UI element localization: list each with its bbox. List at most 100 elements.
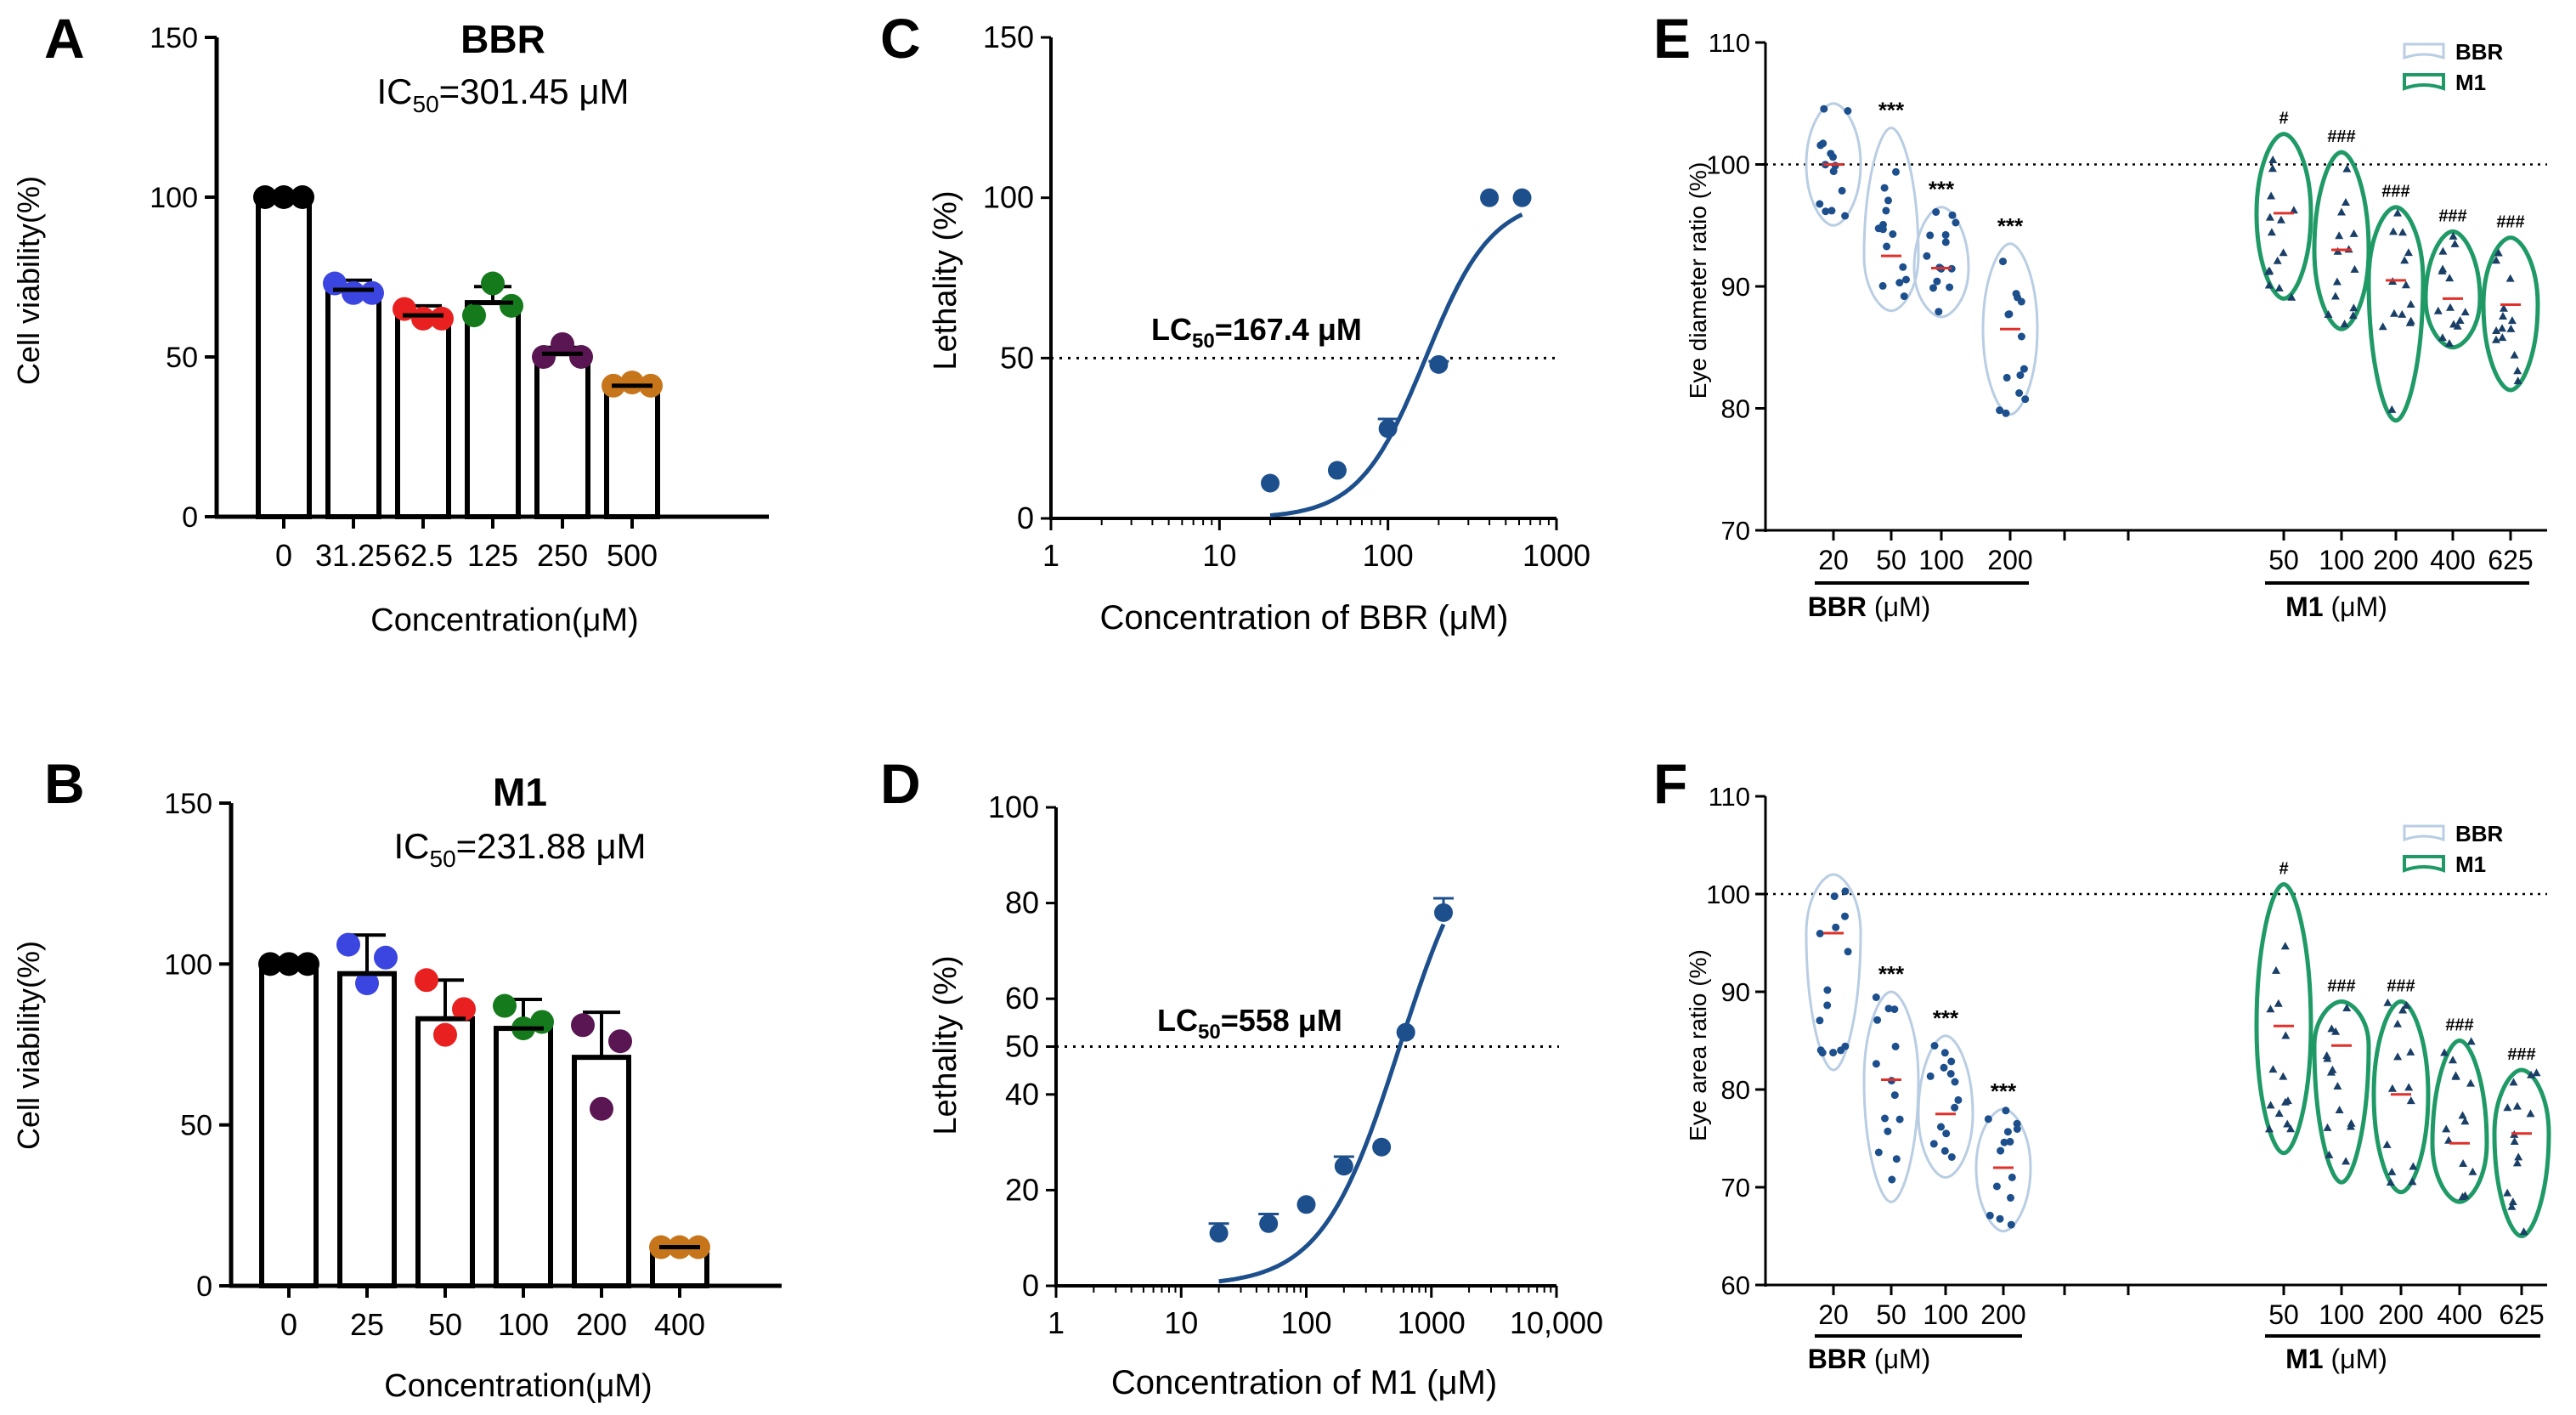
y-tick-label: 150 <box>150 22 198 54</box>
data-point <box>1941 238 1950 246</box>
data-point <box>2449 1056 2457 1064</box>
data-point <box>1261 473 1280 493</box>
data-point <box>2264 267 2273 275</box>
data-point <box>1952 218 1960 227</box>
bar <box>572 1055 631 1288</box>
x-tick-label: 10 <box>1164 1305 1198 1340</box>
x-tick-label: 500 <box>607 538 658 573</box>
data-point <box>2398 309 2407 318</box>
data-point <box>2342 1004 2352 1011</box>
significance-label: ### <box>2438 207 2466 225</box>
data-point <box>2506 324 2516 332</box>
data-point <box>336 932 360 957</box>
data-point <box>1429 354 1449 374</box>
data-point <box>1946 1070 1955 1078</box>
data-point <box>500 293 523 318</box>
x-tick-label: 200 <box>2378 1299 2423 1330</box>
y-tick-label: 60 <box>1721 1271 1750 1300</box>
data-point <box>2406 316 2415 325</box>
data-point <box>2342 164 2352 173</box>
data-point <box>430 306 454 331</box>
data-point <box>342 280 365 305</box>
x-tick-label: 1000 <box>1522 538 1590 573</box>
data-point <box>1822 207 1830 216</box>
data-point <box>2007 1193 2014 1202</box>
data-point <box>2266 1101 2275 1109</box>
significance-label: *** <box>1933 1005 1959 1031</box>
data-point <box>1820 105 1828 113</box>
x-tick-label: 50 <box>2268 1299 2299 1330</box>
x-tick-label: 625 <box>2499 1299 2544 1330</box>
data-point <box>2513 366 2522 375</box>
data-point <box>1327 461 1347 480</box>
data-point <box>1948 211 1957 219</box>
panel-e-plot: 70 80 90 100 110 20 *** 50 *** 100 *** 200 #50 ### 100… <box>1706 28 2547 585</box>
data-point <box>1999 258 2007 266</box>
data-point <box>1816 1016 1824 1025</box>
violin <box>2481 235 2540 393</box>
data-point <box>2390 308 2398 317</box>
data-point <box>2280 942 2290 950</box>
data-point <box>1891 1042 1900 1050</box>
data-point <box>2505 274 2515 282</box>
data-point <box>2332 277 2342 286</box>
data-point <box>2342 1157 2351 1165</box>
data-point <box>1884 196 1892 205</box>
y-tick-label: 50 <box>180 1110 212 1142</box>
data-point <box>2337 207 2346 216</box>
data-point <box>462 303 486 328</box>
x-tick-label: 625 <box>2488 545 2533 575</box>
x-tick-label: 50 <box>2268 545 2299 575</box>
data-point <box>1932 208 1940 216</box>
x-tick-label: 200 <box>576 1307 627 1342</box>
data-point <box>1884 1005 1893 1013</box>
data-point <box>2532 1068 2541 1077</box>
data-point <box>1841 912 1849 920</box>
data-point <box>2268 164 2277 173</box>
violin <box>2366 205 2426 423</box>
y-tick-label: 110 <box>1709 28 1750 58</box>
panel-f-plot: 60 70 80 90 100 110 20 *** 50 *** 100 *** 200 #50 ### 1… <box>1706 782 2551 1338</box>
data-point <box>2265 1124 2274 1133</box>
data-point <box>2449 231 2458 240</box>
x-tick-label: 1 <box>1042 538 1059 573</box>
data-point <box>1899 263 1907 271</box>
data-point <box>2015 389 2024 397</box>
y-tick-label: 50 <box>166 342 198 374</box>
legend-bbr-swatch <box>2403 824 2445 842</box>
data-point <box>1832 923 1840 931</box>
data-point <box>2264 280 2274 289</box>
panel-a-title: BBR <box>460 17 545 61</box>
x-tick-label: 200 <box>1980 1299 2025 1330</box>
data-point <box>411 306 435 331</box>
data-point <box>452 997 476 1022</box>
data-point <box>1372 1137 1392 1157</box>
data-point <box>1890 1005 1899 1014</box>
y-tick-label: 80 <box>1005 886 1039 920</box>
data-point <box>2458 1111 2467 1119</box>
significance-label: *** <box>1878 961 1905 987</box>
panel-f-ylabel: Eye area ratio (%) <box>1685 949 1711 1141</box>
data-point <box>2406 1047 2415 1056</box>
data-point <box>2006 1137 2014 1146</box>
x-tick-label: 100 <box>2319 545 2364 575</box>
y-tick-label: 110 <box>1709 782 1750 812</box>
data-point <box>2409 1162 2418 1170</box>
data-point <box>2387 405 2397 413</box>
data-point <box>2503 1188 2512 1197</box>
x-tick-label: 125 <box>467 538 518 573</box>
violin <box>2254 132 2313 301</box>
panel-b-ic50: IC50=231.88 μM <box>394 826 647 872</box>
y-tick-label: 0 <box>196 1271 212 1303</box>
x-tick-label: 100 <box>1363 538 1414 573</box>
x-tick-label: 1 <box>1048 1305 1065 1340</box>
x-tick-label: 200 <box>2373 545 2418 575</box>
data-point <box>2020 365 2028 373</box>
data-point <box>2438 333 2447 342</box>
data-point <box>2326 1067 2336 1076</box>
data-point <box>1940 1049 1949 1057</box>
data-point <box>2444 1135 2454 1144</box>
data-point <box>1951 1078 1959 1086</box>
data-point <box>2005 310 2014 319</box>
y-tick-label: 0 <box>182 501 198 534</box>
